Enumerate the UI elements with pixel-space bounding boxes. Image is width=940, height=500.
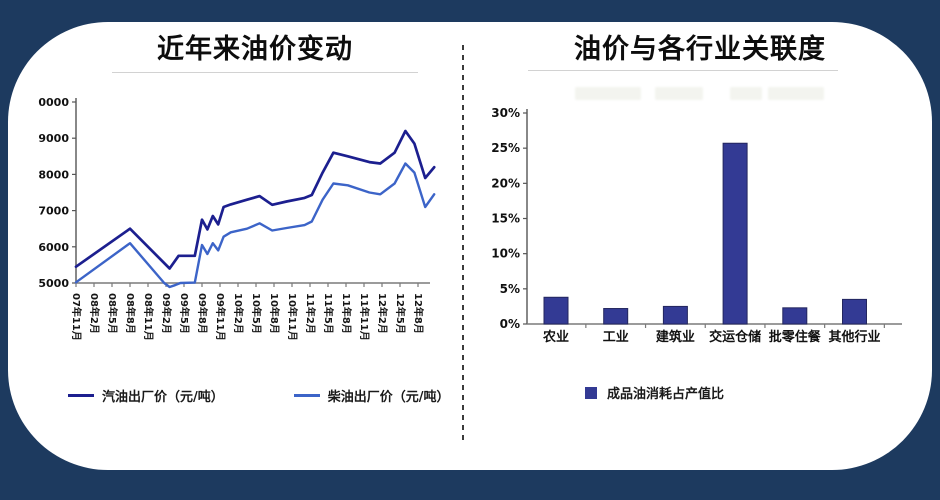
svg-text:11年2月: 11年2月 [304,293,317,334]
svg-text:08年2月: 08年2月 [88,293,101,334]
bar-工业 [603,308,629,325]
bar-其他行业 [842,298,867,325]
svg-text:08年11月: 08年11月 [142,293,155,341]
diesel-price-line [74,162,436,289]
svg-text:12年5月: 12年5月 [394,293,407,334]
svg-text:批零住餐: 批零住餐 [769,329,822,345]
svg-text:10年8月: 10年8月 [268,293,281,334]
line-chart-legend: 汽油出厂价（元/吨） 柴油出厂价（元/吨） [68,386,450,405]
bar-legend-label: 成品油消耗占产值比 [607,387,725,402]
bar-农业 [543,296,569,325]
svg-text:09年8月: 09年8月 [196,293,209,334]
ghost-text-artifact [575,87,641,100]
svg-text:5%: 5% [500,282,520,296]
gasoline-price-line [74,129,436,270]
svg-text:12年8月: 12年8月 [412,293,425,334]
ghost-text-artifact [655,87,703,100]
right-title-underline [528,70,838,71]
svg-text:10%: 10% [491,247,520,261]
svg-text:09年2月: 09年2月 [160,293,173,334]
legend-item-diesel: 柴油出厂价（元/吨） [293,386,450,405]
legend-item-gasoline: 汽油出厂价（元/吨） [68,386,224,405]
svg-text:工业: 工业 [603,329,629,345]
svg-text:11年8月: 11年8月 [340,293,353,334]
svg-text:10年2月: 10年2月 [232,293,245,334]
bar-chart-legend: 成品油消耗占产值比 [585,383,724,402]
svg-text:建筑业: 建筑业 [656,329,695,345]
svg-text:10年11月: 10年11月 [286,293,299,341]
industry-correlation-bar-chart: 0% 5% 10% 15% 20% 25% 30% 农业 工业 建筑业 交运仓储 批零住餐 其他行业 [482,95,927,360]
ghost-text-artifact [730,87,762,100]
svg-text:15%: 15% [491,212,520,226]
svg-text:11年11月: 11年11月 [358,293,371,341]
svg-text:9000: 9000 [38,132,69,145]
bar-交运仓储 [722,142,748,325]
bar-chart-svg: 0% 5% 10% 15% 20% 25% 30% 农业 工业 建筑业 交运仓储 批零住餐 其他行业 [491,106,902,345]
svg-text:8000: 8000 [38,168,69,181]
left-chart-title: 近年来油价变动 [157,34,353,65]
svg-text:0%: 0% [500,317,520,331]
svg-text:12年2月: 12年2月 [376,293,389,334]
svg-text:农业: 农业 [542,329,569,345]
svg-text:6000: 6000 [38,241,69,254]
svg-text:20%: 20% [491,176,520,190]
ghost-text-artifact [768,87,824,100]
svg-text:08年8月: 08年8月 [124,293,137,334]
svg-text:交运仓储: 交运仓储 [709,329,761,345]
svg-text:10000: 10000 [38,96,69,109]
line-chart-svg: 5000 6000 7000 8000 9000 10000 07年11月 08年2月 08年5… [31,96,436,341]
svg-text:10年5月: 10年5月 [250,293,263,334]
svg-text:09年5月: 09年5月 [178,293,191,334]
diesel-legend-label: 柴油出厂价（元/吨） [327,390,450,405]
bar-legend-swatch [585,386,597,399]
gasoline-line-swatch [68,394,94,397]
left-title-underline [112,72,418,73]
bar-建筑业 [662,305,688,325]
oil-price-line-chart: 5000 6000 7000 8000 9000 10000 07年11月 08年2月 08年5… [31,95,448,395]
bar-批零住餐 [782,307,808,325]
svg-text:其他行业: 其他行业 [828,329,880,345]
dashed-divider [462,45,464,445]
diesel-line-swatch [293,394,320,397]
svg-text:5000: 5000 [38,277,69,290]
gasoline-legend-label: 汽油出厂价（元/吨） [102,390,224,405]
svg-text:09年11月: 09年11月 [214,293,227,341]
svg-text:07年11月: 07年11月 [70,293,83,341]
svg-text:25%: 25% [491,141,520,155]
svg-text:11年5月: 11年5月 [322,293,335,334]
right-chart-title: 油价与各行业关联度 [574,34,826,65]
svg-text:30%: 30% [491,106,520,120]
svg-text:08年5月: 08年5月 [106,293,119,334]
svg-text:7000: 7000 [38,205,69,218]
